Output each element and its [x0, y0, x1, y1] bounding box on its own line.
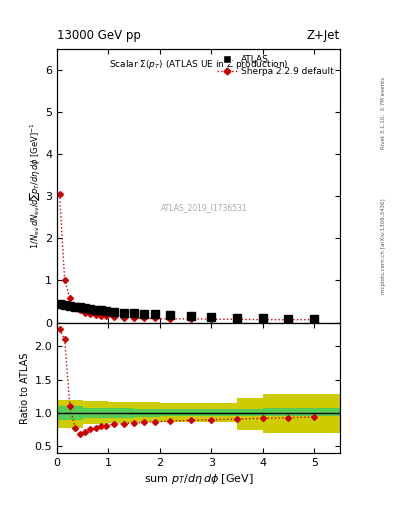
Y-axis label: Ratio to ATLAS: Ratio to ATLAS: [20, 352, 30, 423]
Text: mcplots.cern.ch [arXiv:1306.3436]: mcplots.cern.ch [arXiv:1306.3436]: [381, 198, 386, 293]
Text: 13000 GeV pp: 13000 GeV pp: [57, 30, 141, 42]
Text: ATLAS_2019_I1736531: ATLAS_2019_I1736531: [161, 203, 248, 212]
Text: Rivet 3.1.10,  3.7M events: Rivet 3.1.10, 3.7M events: [381, 77, 386, 148]
Legend: ATLAS, Sherpa 2.2.9 default: ATLAS, Sherpa 2.2.9 default: [216, 53, 336, 77]
Y-axis label: $1/N_{\rm ev}\,dN_{\rm ev}/d\!\sum\!p_T/d\eta\,d\phi\;[\rm GeV]^{-1}$: $1/N_{\rm ev}\,dN_{\rm ev}/d\!\sum\!p_T/…: [28, 122, 42, 249]
Text: Scalar $\Sigma(p_T)$ (ATLAS UE in Z production): Scalar $\Sigma(p_T)$ (ATLAS UE in Z prod…: [109, 58, 288, 71]
Text: Z+Jet: Z+Jet: [307, 30, 340, 42]
X-axis label: sum $p_T/d\eta\,d\phi$ [GeV]: sum $p_T/d\eta\,d\phi$ [GeV]: [143, 472, 253, 486]
